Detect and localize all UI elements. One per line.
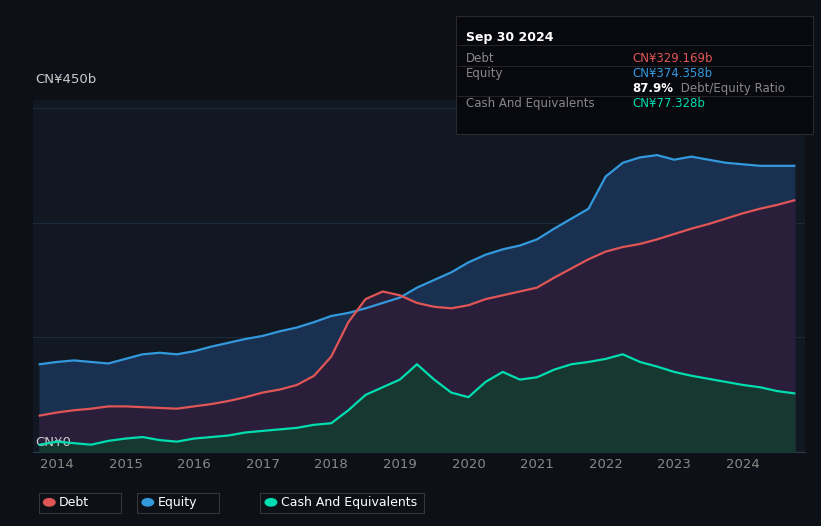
Text: Sep 30 2024: Sep 30 2024	[466, 31, 553, 44]
Text: Equity: Equity	[466, 67, 503, 80]
Text: Debt/Equity Ratio: Debt/Equity Ratio	[677, 82, 786, 95]
Text: 87.9%: 87.9%	[632, 82, 673, 95]
Text: Cash And Equivalents: Cash And Equivalents	[281, 496, 417, 509]
Text: CN¥77.328b: CN¥77.328b	[632, 97, 705, 109]
Text: CN¥329.169b: CN¥329.169b	[632, 53, 713, 65]
Text: CN¥0: CN¥0	[35, 436, 71, 449]
Text: CN¥450b: CN¥450b	[35, 73, 96, 86]
Text: Debt: Debt	[466, 53, 494, 65]
Text: CN¥374.358b: CN¥374.358b	[632, 67, 713, 80]
Text: Debt: Debt	[59, 496, 89, 509]
Text: Cash And Equivalents: Cash And Equivalents	[466, 97, 594, 109]
Text: Equity: Equity	[158, 496, 197, 509]
